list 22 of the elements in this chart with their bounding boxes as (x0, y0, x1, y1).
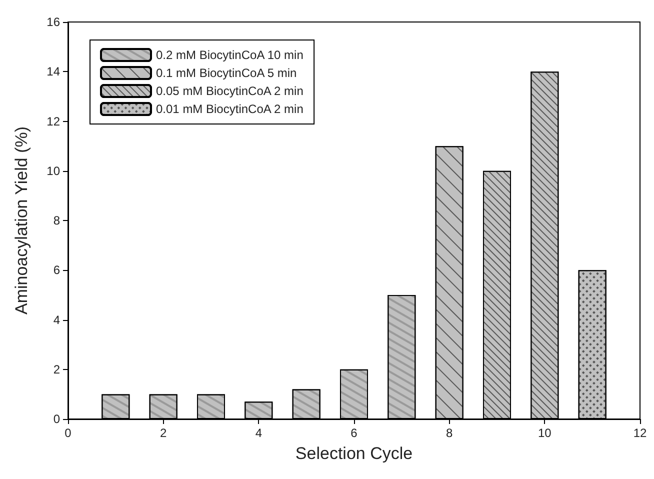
x-axis-title: Selection Cycle (295, 444, 413, 463)
x-tick-label: 4 (255, 426, 262, 440)
y-tick-label: 16 (46, 15, 60, 29)
y-tick-label: 6 (53, 263, 60, 278)
y-tick-label: 0 (53, 412, 60, 426)
x-tick-label: 6 (350, 426, 358, 440)
legend-label: 0.05 mM BiocytinCoA 2 min (156, 84, 304, 98)
y-tick-label: 2 (53, 362, 60, 376)
x-tick-label: 12 (633, 426, 647, 440)
y-tick-label: 10 (46, 164, 60, 178)
y-tick-label: 4 (53, 312, 60, 327)
y-tick-label: 14 (46, 64, 60, 79)
legend-label: 0.2 mM BiocytinCoA 10 min (156, 48, 304, 62)
legend-label: 0.1 mM BiocytinCoA 5 min (156, 66, 297, 80)
legend-label: 0.01 mM BiocytinCoA 2 min (156, 102, 304, 116)
y-tick-label: 12 (46, 114, 60, 128)
x-tick-label: 10 (538, 426, 552, 440)
x-tick-label: 8 (446, 426, 453, 440)
y-axis-title: Aminoacylation Yield (%) (12, 126, 31, 315)
y-tick-label: 8 (53, 214, 60, 228)
x-tick-label: 0 (64, 426, 72, 440)
x-tick-label: 2 (160, 426, 167, 440)
